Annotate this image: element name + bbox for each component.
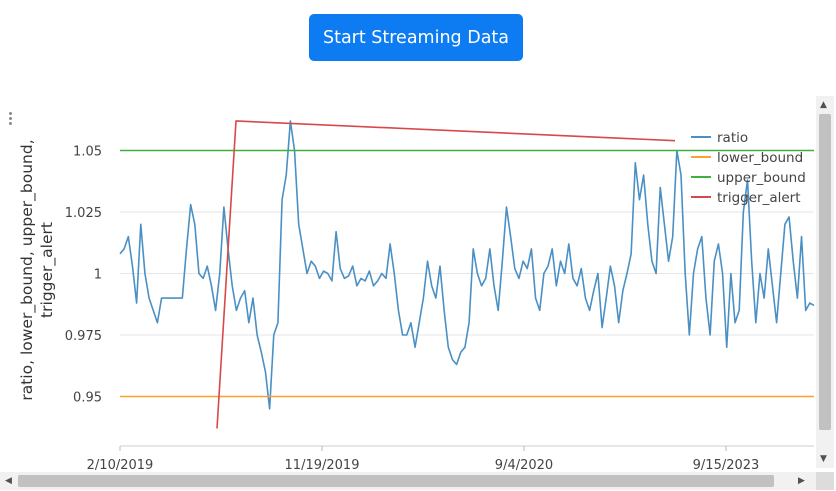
y-axis-label-line1: ratio, lower_bound, upper_bound, <box>18 139 37 400</box>
horizontal-scroll-thumb[interactable] <box>18 475 774 487</box>
y-tick-label: 1 <box>94 268 102 283</box>
series-line-trigger-alert <box>216 120 676 429</box>
scroll-right-icon[interactable]: ▶ <box>798 476 805 486</box>
legend: ratio lower_bound upper_bound trigger_alert <box>691 130 806 206</box>
y-tick-label: 1.05 <box>73 145 102 160</box>
y-tick-label: 0.95 <box>73 391 102 406</box>
legend-label-ratio: ratio <box>717 130 748 146</box>
legend-label-upper-bound: upper_bound <box>717 170 806 186</box>
vertical-scrollbar[interactable]: ▲ ▼ <box>816 96 834 468</box>
x-axis-ticks: 2/10/2019 11/19/2019 9/4/2020 9/15/2023 <box>87 446 760 473</box>
more-options-icon[interactable] <box>8 112 14 128</box>
x-tick-label: 2/10/2019 <box>87 458 154 473</box>
series-line-ratio <box>119 120 815 410</box>
scroll-down-icon[interactable]: ▼ <box>820 454 827 464</box>
legend-label-trigger-alert: trigger_alert <box>717 190 801 206</box>
grid-lines <box>120 150 814 447</box>
x-tick-label: 9/4/2020 <box>495 458 553 473</box>
scroll-left-icon[interactable]: ◀ <box>5 476 12 486</box>
start-streaming-button[interactable]: Start Streaming Data <box>309 14 523 61</box>
x-tick-label: 9/15/2023 <box>693 458 760 473</box>
legend-label-lower-bound: lower_bound <box>717 150 803 166</box>
y-tick-label: 0.975 <box>65 329 102 344</box>
scroll-up-icon[interactable]: ▲ <box>820 100 827 110</box>
horizontal-scrollbar[interactable]: ◀ ▶ <box>0 472 834 490</box>
y-axis-ticks: 0.95 0.975 1 1.025 1.05 <box>65 145 102 406</box>
scrollbar-corner <box>816 472 834 490</box>
y-axis-label-line2: trigger_alert <box>38 222 57 318</box>
x-tick-label: 11/19/2019 <box>285 458 360 473</box>
vertical-scroll-thumb[interactable] <box>819 114 831 430</box>
y-tick-label: 1.025 <box>65 206 102 221</box>
